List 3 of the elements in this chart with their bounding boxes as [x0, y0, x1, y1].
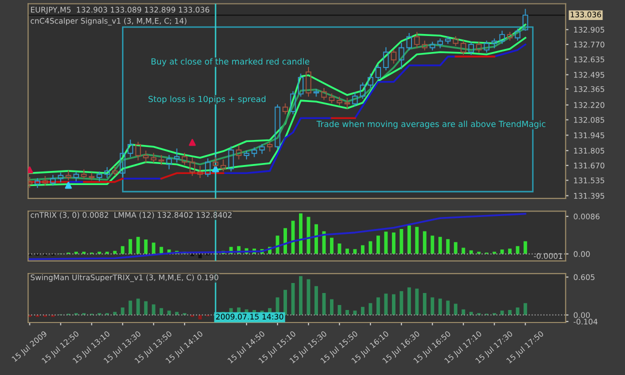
annotation: Buy at close of the marked red candle	[152, 58, 310, 66]
annotation: Stop loss is 10pips + spread	[148, 96, 266, 104]
annotation: Trade when moving averages are all above TrendMagic	[316, 120, 546, 129]
